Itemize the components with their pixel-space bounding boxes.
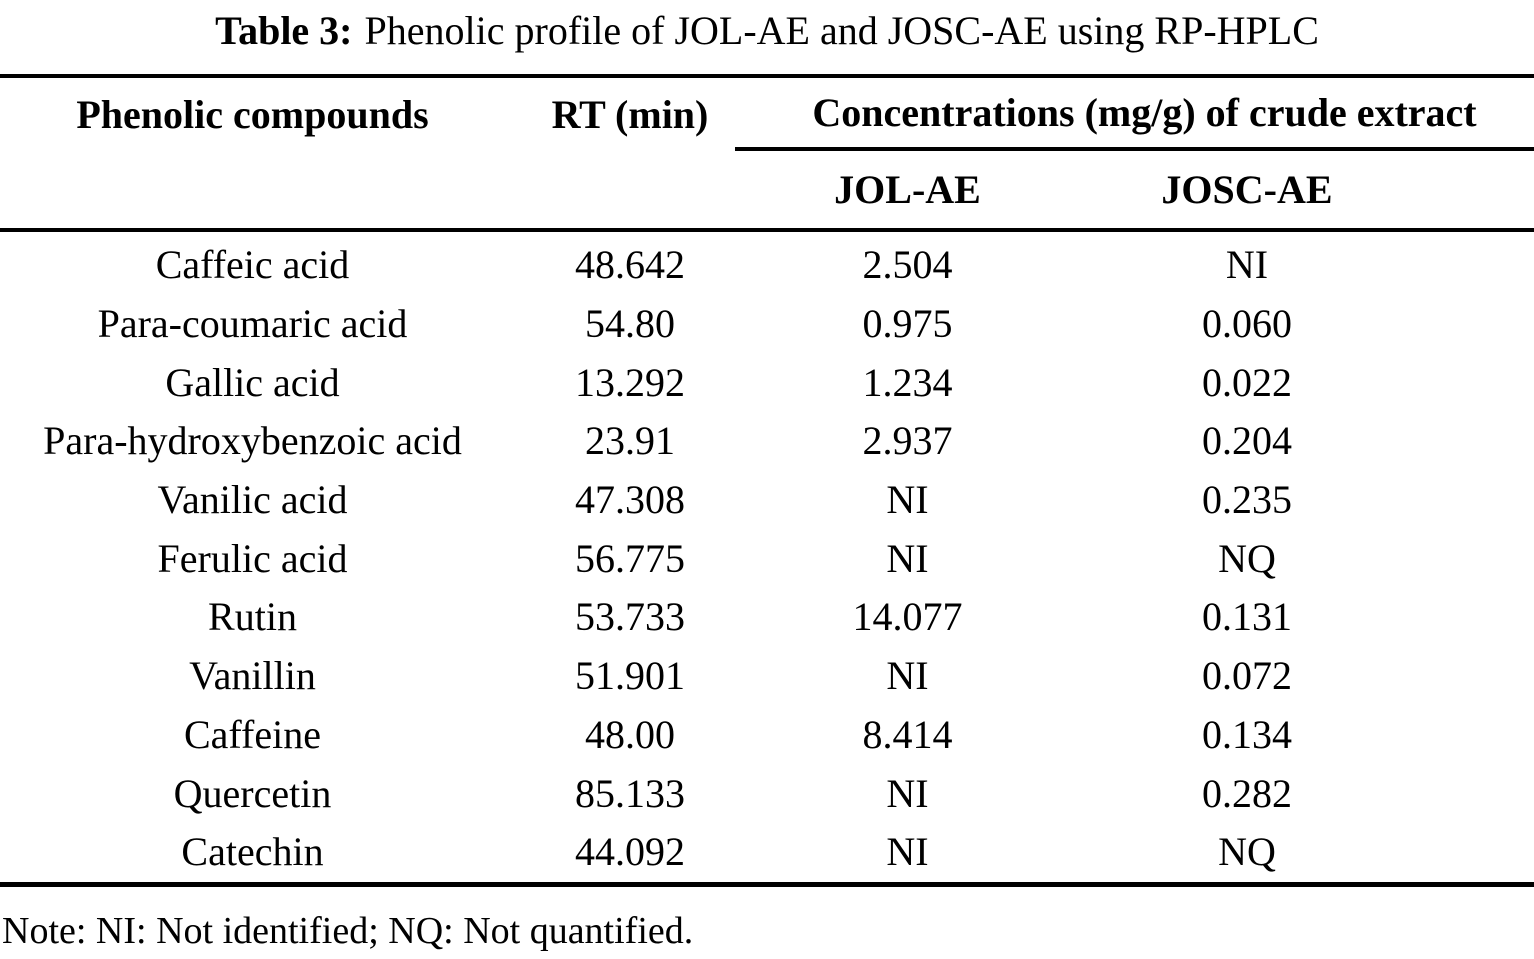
table-row: Vanillin 51.901 NI 0.072 (0, 647, 1534, 706)
header-row-2: JOL-AE JOSC-AE (0, 151, 1534, 228)
cell-jol-ae: 2.504 (862, 242, 953, 288)
cell-compound: Vanilic acid (157, 477, 348, 523)
cell-josc-ae: 0.134 (1202, 711, 1292, 757)
cell-jol-ae: 14.077 (852, 594, 963, 640)
cell-jol-ae: 8.414 (862, 711, 953, 757)
table-row: Ferulic acid 56.775 NI NQ (0, 529, 1534, 588)
cell-josc-ae: 0.022 (1202, 359, 1292, 405)
cell-rt: 23.91 (585, 418, 675, 464)
header-phenolic-compounds: Phenolic compounds (76, 91, 429, 137)
table-row: Para-coumaric acid 54.80 0.975 0.060 (0, 295, 1534, 354)
cell-rt: 56.775 (575, 535, 685, 581)
cell-rt: 53.733 (575, 594, 685, 640)
table-body: Caffeic acid 48.642 2.504 NI Para-coumar… (0, 232, 1534, 887)
header-rt-min: RT (min) (551, 91, 709, 137)
table-row: Gallic acid 13.292 1.234 0.022 (0, 353, 1534, 412)
table-row: Caffeine 48.00 8.414 0.134 (0, 706, 1534, 765)
cell-rt: 48.00 (585, 711, 675, 757)
table-row: Rutin 53.733 14.077 0.131 (0, 588, 1534, 647)
table-row: Para-hydroxybenzoic acid 23.91 2.937 0.2… (0, 412, 1534, 471)
cell-compound: Ferulic acid (157, 535, 348, 581)
cell-josc-ae: NQ (1218, 829, 1276, 875)
cell-compound: Caffeic acid (155, 242, 350, 288)
cell-rt: 48.642 (575, 242, 685, 288)
table-row: Caffeic acid 48.642 2.504 NI (0, 236, 1534, 295)
cell-compound: Quercetin (173, 770, 332, 816)
cell-jol-ae: 1.234 (862, 359, 953, 405)
header-josc-ae: JOSC-AE (1161, 166, 1333, 212)
cell-josc-ae: 0.204 (1202, 418, 1292, 464)
cell-josc-ae: 0.282 (1202, 770, 1292, 816)
cell-rt: 13.292 (575, 359, 685, 405)
phenolic-table: Phenolic compounds RT (min) Concentratio… (0, 74, 1534, 887)
header-concentrations-group: Concentrations (mg/g) of crude extract (735, 78, 1534, 151)
table-caption-label: Table 3: (215, 8, 353, 53)
cell-josc-ae: 0.235 (1202, 477, 1292, 523)
cell-jol-ae: NI (886, 535, 929, 581)
cell-compound: Rutin (208, 594, 297, 640)
table-caption: Table 3: Phenolic profile of JOL-AE and J… (0, 7, 1534, 55)
cell-jol-ae: NI (886, 829, 929, 875)
cell-rt: 44.092 (575, 829, 685, 875)
cell-jol-ae: NI (886, 770, 929, 816)
header-row-1: Phenolic compounds RT (min) Concentratio… (0, 78, 1534, 151)
table-row: Vanilic acid 47.308 NI 0.235 (0, 471, 1534, 530)
cell-rt: 85.133 (575, 770, 685, 816)
table-row: Quercetin 85.133 NI 0.282 (0, 764, 1534, 823)
cell-jol-ae: NI (886, 653, 929, 699)
cell-rt: 54.80 (585, 301, 675, 347)
cell-compound: Caffeine (184, 711, 321, 757)
cell-compound: Gallic acid (165, 359, 340, 405)
cell-rt: 47.308 (575, 477, 685, 523)
cell-josc-ae: NQ (1218, 535, 1276, 581)
table-note: Note: NI: Not identified; NQ: Not quanti… (2, 910, 694, 952)
cell-jol-ae: NI (886, 477, 929, 523)
cell-josc-ae: 0.060 (1202, 301, 1292, 347)
cell-josc-ae: 0.072 (1202, 653, 1292, 699)
cell-compound: Para-hydroxybenzoic acid (43, 418, 462, 464)
cell-compound: Para-coumaric acid (97, 301, 408, 347)
cell-compound: Catechin (181, 829, 324, 875)
table-row: Catechin 44.092 NI NQ (0, 823, 1534, 882)
cell-jol-ae: 2.937 (862, 418, 953, 464)
cell-rt: 51.901 (575, 653, 685, 699)
table-header: Phenolic compounds RT (min) Concentratio… (0, 74, 1534, 232)
cell-josc-ae: 0.131 (1202, 594, 1292, 640)
table-caption-text: Phenolic profile of JOL-AE and JOSC-AE u… (364, 8, 1319, 53)
cell-josc-ae: NI (1225, 242, 1269, 288)
header-jol-ae: JOL-AE (834, 166, 981, 212)
cell-jol-ae: 0.975 (862, 301, 953, 347)
cell-compound: Vanillin (189, 653, 316, 699)
